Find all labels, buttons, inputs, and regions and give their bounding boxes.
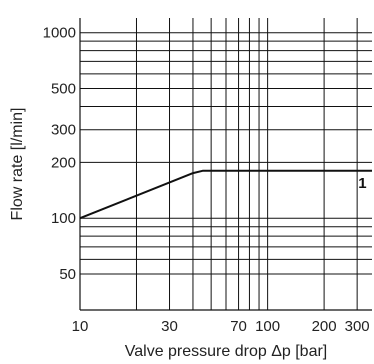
series-layer <box>79 169 372 220</box>
grid <box>80 18 372 310</box>
x-tick-label: 200 <box>312 318 337 335</box>
plot-frame <box>79 18 372 311</box>
x-tick-label: 300 <box>345 318 370 335</box>
y-tick-label: 500 <box>51 81 76 98</box>
series-line <box>79 169 372 220</box>
annotations: 1 <box>358 175 366 192</box>
y-tick-label: 1000 <box>43 25 76 42</box>
tick-labels: 10 30 70 100 200 300 50 100 200 300 500 1000 <box>43 25 370 335</box>
y-tick-label: 50 <box>59 266 76 283</box>
y-tick-label: 100 <box>51 210 76 227</box>
x-tick-label: 70 <box>230 318 247 335</box>
y-tick-label: 200 <box>51 154 76 171</box>
curve-label: 1 <box>358 175 366 192</box>
x-tick-label: 100 <box>255 318 280 335</box>
y-axis-label: Flow rate [l/min] <box>9 108 26 221</box>
x-axis-label: Valve pressure drop Δp [bar] <box>125 343 328 360</box>
y-tick-label: 300 <box>51 122 76 139</box>
x-tick-label: 30 <box>161 318 178 335</box>
x-tick-label: 10 <box>72 318 89 335</box>
